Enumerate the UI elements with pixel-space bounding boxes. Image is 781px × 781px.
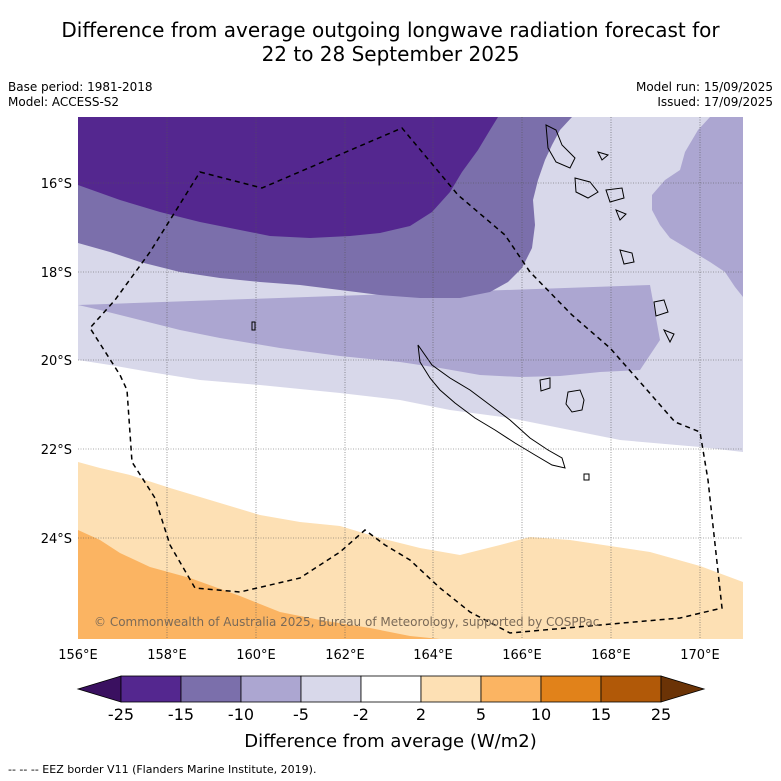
colorbar-segment-1 [120,675,182,703]
copyright-text: © Commonwealth of Australia 2025, Bureau… [94,615,599,629]
loyalty-island-1 [565,389,585,413]
colorbar-tick-2: -15 [168,705,194,724]
model-name: Model: ACCESS-S2 [8,95,120,109]
colorbar-segment-6 [420,675,482,703]
title-line-1: Difference from average outgoing longwav… [61,18,720,42]
vanuatu-island-5 [615,209,627,221]
colorbar-tick-6: 2 [416,705,426,724]
title-line-2: 22 to 28 September 2025 [261,42,520,66]
colorbar-segment-4 [300,675,362,703]
contour-band-2-5 [78,462,743,639]
colorbar-tick-1: -25 [108,705,134,724]
lat-label-18s: 18°S [41,266,72,281]
new-caledonia-outline [417,344,566,469]
vanuatu-island-4 [597,151,610,161]
colorbar-segment-3 [240,675,302,703]
colorbar: -25 -15 -10 -5 -2 2 5 10 15 25 [76,675,706,724]
vanuatu-island-1 [545,124,576,169]
coastlines [251,124,675,481]
model-run: Model run: 15/09/2025 [635,80,773,94]
gridlines [78,117,743,639]
base-period: Base period: 1981-2018 [8,80,153,94]
colorbar-tick-10: 25 [651,705,671,724]
colorbar-segment-9 [600,675,662,703]
contour-band-5-10 [78,530,440,639]
lat-label-16s: 16°S [41,177,72,192]
eez-border [89,127,723,634]
chesterfield-islet [251,321,256,331]
loyalty-island-2 [539,377,551,392]
colorbar-label: Difference from average (W/m2) [244,731,537,752]
colorbar-tick-7: 5 [476,705,486,724]
meta-left: Base period: 1981-2018 Model: ACCESS-S2 [8,80,153,110]
lon-label-160e: 160°E [236,648,276,663]
lon-label-164e: 164°E [413,648,453,663]
lat-labels: 16°S 18°S 20°S 22°S 24°S [41,177,72,547]
colorbar-segment-8 [540,675,602,703]
colorbar-tick-8: 10 [531,705,551,724]
vanuatu-island-6 [619,249,635,265]
colorbar-tick-3: -10 [228,705,254,724]
lon-label-170e: 170°E [680,648,720,663]
lon-label-156e: 156°E [58,648,98,663]
colorbar-tick-4: -5 [293,705,309,724]
lon-label-158e: 158°E [147,648,187,663]
issued-date: Issued: 17/09/2025 [657,95,773,109]
lon-label-168e: 168°E [591,648,631,663]
colorbar-segment-2 [180,675,242,703]
lat-label-24s: 24°S [41,532,72,547]
colorbar-segment-7 [480,675,542,703]
lat-label-20s: 20°S [41,354,72,369]
lat-label-22s: 22°S [41,443,72,458]
colorbar-tick-5: -2 [353,705,369,724]
lon-label-162e: 162°E [325,648,365,663]
vanuatu-island-7 [653,299,669,317]
lon-label-166e: 166°E [502,648,542,663]
map-title: Difference from average outgoing longwav… [0,18,781,66]
eez-footer-note: -- -- -- EEZ border V11 (Flanders Marine… [8,763,317,776]
vanuatu-island-2 [574,177,599,199]
meta-right: Model run: 15/09/2025 Issued: 17/09/2025 [636,80,773,110]
contour-band-minus10-minus5 [78,117,743,377]
vanuatu-island-3 [605,187,625,203]
colorbar-segment-5 [360,675,422,703]
isle-of-pines [583,473,590,481]
vanuatu-island-8 [662,329,675,344]
map-plot-area: © Commonwealth of Australia 2025, Bureau… [78,117,743,639]
colorbar-extend-high [660,675,706,703]
lon-labels: 156°E 158°E 160°E 162°E 164°E 166°E 168°… [58,648,720,663]
colorbar-extend-low [76,675,122,703]
colorbar-tick-9: 15 [591,705,611,724]
colorbar-ticks: -25 -15 -10 -5 -2 2 5 10 15 25 [108,705,671,724]
